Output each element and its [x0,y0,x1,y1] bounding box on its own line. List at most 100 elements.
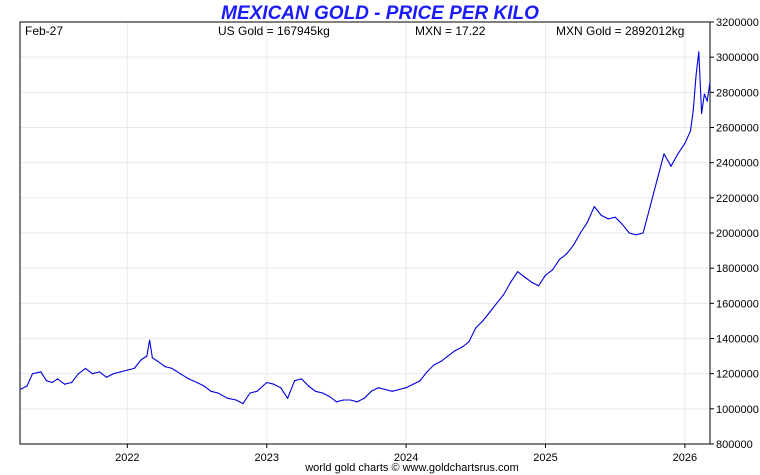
data-point [301,378,303,380]
data-point [698,51,700,53]
data-point [642,232,644,234]
data-point [335,401,337,403]
data-point [196,381,198,384]
data-point [45,380,48,382]
data-point [405,387,407,389]
y-tick-label: 3000000 [716,52,759,64]
series-layer [19,51,711,405]
us-gold-stat: US Gold = 167945kg [218,24,330,38]
data-point [119,371,121,373]
data-point [703,93,706,95]
data-point [314,390,317,392]
data-point [249,392,251,394]
data-point [140,359,142,361]
y-tick-label: 2600000 [716,123,759,135]
data-point [670,165,672,167]
data-point [412,383,414,385]
data-point [544,274,547,276]
data-point [57,378,59,380]
date-label: Feb-27 [25,24,63,38]
data-point [98,371,101,373]
y-tick-label: 1400000 [716,334,759,346]
data-point [593,206,595,208]
data-point [558,258,561,260]
data-point [517,271,519,273]
data-point [203,385,205,387]
data-point [503,293,505,296]
data-point [164,366,166,368]
data-point [656,179,658,181]
data-point [151,357,153,359]
data-point [179,373,181,375]
data-point [572,244,575,246]
data-point [419,380,421,382]
data-point [112,373,114,375]
x-tick-label: 2023 [254,452,278,464]
data-point [363,397,365,399]
data-point [524,276,526,278]
data-point [607,218,609,220]
data-point [133,367,135,369]
data-point [31,373,34,375]
data-point [440,360,442,362]
data-point [294,380,296,382]
y-tick-label: 1800000 [716,263,759,275]
data-point [307,385,310,387]
data-point [614,216,616,218]
chart-title: MEXICAN GOLD - PRICE PER KILO [221,3,539,24]
data-point [551,269,554,271]
data-point [482,320,484,322]
data-point [600,214,602,216]
mxn-rate-stat: MXN = 17.22 [415,24,486,38]
data-point [71,381,73,384]
data-point [40,371,42,373]
x-tick-label: 2025 [533,452,557,464]
data-point [377,387,379,389]
x-tick-label: 2026 [673,452,697,464]
data-point [146,355,148,357]
data-point [621,223,623,225]
data-point [649,206,651,208]
data-point [565,253,568,255]
data-point [19,388,21,391]
data-point [454,350,456,352]
data-point [64,383,66,385]
x-tick-label: 2022 [115,452,139,464]
x-tick-label: 2024 [394,452,418,464]
data-point [663,153,665,155]
y-tick-label: 1200000 [716,369,759,381]
x-axis: 2022 2023 2024 2025 2026 [115,444,697,464]
footer-credit: world gold charts © www.goldchartsrus.co… [304,462,519,474]
data-point [531,281,533,283]
data-point [398,388,400,391]
data-point [280,387,282,389]
data-point [461,346,463,348]
data-point [579,232,582,234]
data-point [51,381,53,384]
data-point [342,399,344,401]
data-point [635,234,637,236]
y-tick-label: 2400000 [716,158,759,170]
data-point [321,392,324,394]
data-point [328,395,331,398]
data-point [628,232,630,234]
data-point [227,397,229,399]
data-point [210,390,212,392]
data-point [701,112,703,114]
data-point [692,109,694,111]
data-point [496,302,498,304]
y-tick-label: 800000 [716,439,753,451]
data-point [537,285,540,287]
data-point [706,100,708,102]
data-point [695,74,697,76]
data-point [447,355,449,357]
y-tick-label: 3200000 [716,17,759,29]
data-point [217,392,219,394]
data-point [349,399,351,401]
data-point [188,378,190,380]
data-point [256,390,258,392]
data-point [586,221,588,223]
y-tick-label: 2200000 [716,193,759,205]
data-point [677,153,679,155]
